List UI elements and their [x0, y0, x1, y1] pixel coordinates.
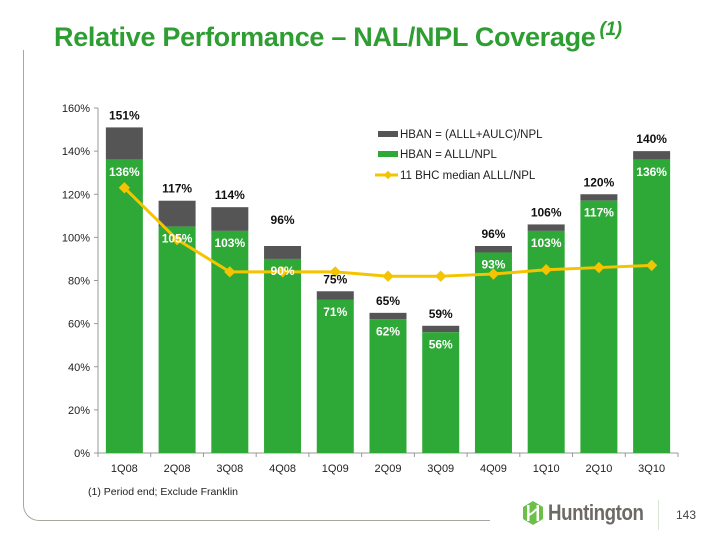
bars [105, 127, 671, 453]
x-tick-label: 3Q09 [427, 463, 454, 475]
logo-wordmark: Huntington [548, 500, 644, 525]
bar-allll-label: 56% [429, 337, 453, 351]
bar-allll-label: 62% [376, 324, 400, 338]
x-tick-label: 1Q09 [322, 463, 349, 475]
median-point [329, 266, 341, 278]
median-point [540, 264, 552, 276]
bar-total-segment [527, 224, 565, 231]
bar-allll [369, 319, 407, 453]
bar-total-label: 65% [376, 294, 400, 308]
legend-marker-median [383, 170, 393, 180]
y-tick-label: 0% [74, 448, 90, 460]
bar-allll-label: 117% [584, 206, 614, 220]
y-tick-label: 100% [62, 232, 90, 244]
bar-total-label: 117% [162, 182, 192, 196]
bar-allll-label: 90% [271, 264, 295, 278]
y-tick-label: 140% [62, 146, 90, 158]
median-point [593, 261, 605, 274]
legend-label-total: HBAN = (ALLL+AULC)/NPL [400, 129, 543, 141]
bar-total-label: 140% [636, 132, 667, 146]
bar-total-label: 120% [584, 175, 615, 189]
slide-frame [23, 50, 720, 521]
bar-total-segment [211, 207, 249, 231]
median-point [171, 233, 183, 246]
bar-allll-label: 93% [481, 257, 505, 271]
data-labels: 151% 136% 117% 105% 114% 103% 96% 90% 75% 71% 65% 6… [109, 108, 667, 351]
x-tick-label: 2Q09 [375, 463, 402, 475]
title-text: Relative Performance – NAL/NPL Coverage [54, 22, 596, 52]
slide-title: Relative Performance – NAL/NPL Coverage(… [54, 19, 623, 53]
x-tick-label: 2Q10 [585, 463, 612, 475]
bar-allll [580, 200, 618, 453]
bar-total-label: 75% [323, 272, 347, 286]
y-tick-label: 120% [62, 189, 90, 201]
bar-total-label: 96% [271, 213, 295, 227]
coverage-chart: 0% 20% 40% 60% 80% 100% 120% 140% 160% 1Q08 2Q08 3Q… [62, 103, 679, 475]
bar-allll-label: 105% [162, 232, 193, 246]
legend-swatch-total [378, 131, 398, 137]
x-tick-label: 2Q08 [164, 463, 191, 475]
legend-label-median: 11 BHC median ALLL/NPL [400, 170, 536, 182]
x-tick-label: 4Q08 [269, 463, 296, 475]
bar-total-segment [316, 291, 354, 300]
median-point [487, 268, 500, 280]
legend-label-allll: HBAN = ALLL/NPL [400, 149, 497, 161]
x-tick-label: 4Q09 [480, 463, 507, 475]
page-number: 143 [676, 508, 697, 522]
bar-total-segment [474, 246, 512, 253]
bar-allll [633, 159, 671, 453]
bar-total-label: 106% [531, 205, 562, 219]
median-point [276, 266, 289, 278]
bar-allll-label: 136% [636, 165, 667, 179]
bar-total-segment [264, 246, 302, 259]
huntington-logo-icon [523, 501, 543, 525]
median-line [118, 182, 658, 282]
bar-total-segment [580, 194, 618, 201]
x-tick-label: 3Q08 [216, 463, 243, 475]
bar-allll [105, 159, 143, 453]
footnote: (1) Period end; Exclude Franklin [88, 486, 238, 498]
bar-total-segment [633, 151, 671, 160]
x-tick-label: 1Q10 [533, 463, 560, 475]
median-point [645, 259, 658, 272]
y-tick-label: 80% [68, 276, 90, 288]
bar-total-segment [105, 127, 143, 160]
median-line-path [123, 186, 652, 278]
huntington-logo: Huntington [522, 500, 660, 526]
bar-allll [158, 226, 196, 453]
bar-total-segment [422, 325, 460, 333]
bar-allll [422, 332, 460, 453]
median-point [224, 266, 236, 278]
legend-swatch-allll [378, 151, 398, 157]
bar-allll-label: 103% [214, 236, 245, 250]
x-tick-label: 1Q08 [111, 463, 138, 475]
legend: HBAN = (ALLL+AULC)/NPL HBAN = ALLL/NPL 1… [375, 129, 543, 182]
bar-total-label: 59% [429, 307, 453, 321]
frame-gap [490, 510, 720, 530]
bar-total-label: 96% [481, 227, 505, 241]
title-footnote-ref: (1) [599, 19, 623, 40]
median-point [382, 270, 394, 282]
y-tick-label: 20% [68, 405, 90, 417]
y-tick-label: 160% [62, 103, 90, 115]
bar-allll [474, 252, 512, 453]
x-tick-label: 3Q10 [638, 463, 665, 475]
bar-allll-label: 103% [531, 236, 562, 250]
bar-allll [264, 258, 302, 453]
median-point [435, 270, 447, 282]
bar-total-label: 114% [215, 188, 245, 202]
y-tick-label: 40% [68, 362, 90, 374]
bar-total-segment [158, 200, 196, 227]
bar-allll-label: 136% [109, 165, 140, 179]
bar-total-segment [369, 312, 407, 320]
footer-divider [658, 500, 659, 530]
bar-allll [316, 299, 354, 453]
bar-total-label: 151% [109, 108, 140, 122]
y-tick-label: 60% [68, 319, 90, 331]
bar-allll-label: 71% [323, 305, 347, 319]
